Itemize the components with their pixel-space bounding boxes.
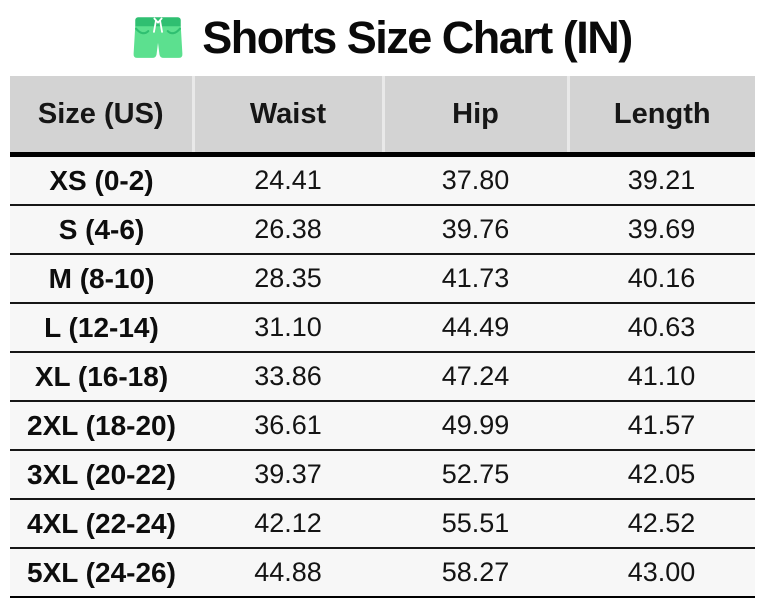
- table-row: 5XL (24-26) 44.88 58.27 43.00: [10, 548, 755, 598]
- length-cell: 42.05: [568, 450, 755, 500]
- page-title: Shorts Size Chart (IN): [202, 12, 633, 63]
- hip-cell: 44.49: [383, 303, 568, 353]
- table-row: S (4-6) 26.38 39.76 39.69: [10, 205, 755, 255]
- length-cell: 39.21: [568, 154, 755, 206]
- table-row: 4XL (22-24) 42.12 55.51 42.52: [10, 499, 755, 549]
- table-header: Size (US) Waist Hip Length: [10, 76, 755, 157]
- hip-cell: 49.99: [383, 401, 568, 451]
- length-cell: 42.52: [568, 499, 755, 549]
- header-row: Size (US) Waist Hip Length: [10, 76, 755, 157]
- size-cell: XL (16-18): [10, 352, 193, 402]
- waist-cell: 28.35: [193, 254, 383, 304]
- hip-cell: 52.75: [383, 450, 568, 500]
- hip-cell: 37.80: [383, 154, 568, 206]
- table-body: XS (0-2) 24.41 37.80 39.21 S (4-6) 26.38…: [10, 154, 755, 598]
- waist-cell: 31.10: [193, 303, 383, 353]
- size-cell: XS (0-2): [10, 154, 193, 206]
- waist-cell: 26.38: [193, 205, 383, 255]
- length-cell: 41.10: [568, 352, 755, 402]
- waist-cell: 24.41: [193, 154, 383, 206]
- length-cell: 43.00: [568, 548, 755, 598]
- length-cell: 40.63: [568, 303, 755, 353]
- column-header-waist: Waist: [191, 76, 383, 157]
- size-cell: 4XL (22-24): [10, 499, 193, 549]
- shorts-icon: [133, 17, 183, 58]
- hip-cell: 58.27: [383, 548, 568, 598]
- table-row: M (8-10) 28.35 41.73 40.16: [10, 254, 755, 304]
- size-cell: S (4-6): [10, 205, 193, 255]
- table-row: 2XL (18-20) 36.61 49.99 41.57: [10, 401, 755, 451]
- hip-cell: 47.24: [383, 352, 568, 402]
- column-header-hip: Hip: [381, 76, 568, 157]
- table-row: XS (0-2) 24.41 37.80 39.21: [10, 154, 755, 206]
- hip-cell: 41.73: [383, 254, 568, 304]
- length-cell: 40.16: [568, 254, 755, 304]
- column-header-size: Size (US): [10, 76, 193, 157]
- size-chart-table: Size (US) Waist Hip Length XS (0-2) 24.4…: [10, 76, 755, 598]
- waist-cell: 39.37: [193, 450, 383, 500]
- length-cell: 41.57: [568, 401, 755, 451]
- hip-cell: 55.51: [383, 499, 568, 549]
- waist-cell: 33.86: [193, 352, 383, 402]
- waist-cell: 36.61: [193, 401, 383, 451]
- column-header-length: Length: [566, 76, 755, 157]
- table-row: XL (16-18) 33.86 47.24 41.10: [10, 352, 755, 402]
- size-cell: 3XL (20-22): [10, 450, 193, 500]
- waist-cell: 42.12: [193, 499, 383, 549]
- hip-cell: 39.76: [383, 205, 568, 255]
- size-cell: M (8-10): [10, 254, 193, 304]
- size-cell: 2XL (18-20): [10, 401, 193, 451]
- table-row: L (12-14) 31.10 44.49 40.63: [10, 303, 755, 353]
- waist-cell: 44.88: [193, 548, 383, 598]
- table-row: 3XL (20-22) 39.37 52.75 42.05: [10, 450, 755, 500]
- length-cell: 39.69: [568, 205, 755, 255]
- size-cell: 5XL (24-26): [10, 548, 193, 598]
- title-bar: Shorts Size Chart (IN): [0, 0, 764, 76]
- size-cell: L (12-14): [10, 303, 193, 353]
